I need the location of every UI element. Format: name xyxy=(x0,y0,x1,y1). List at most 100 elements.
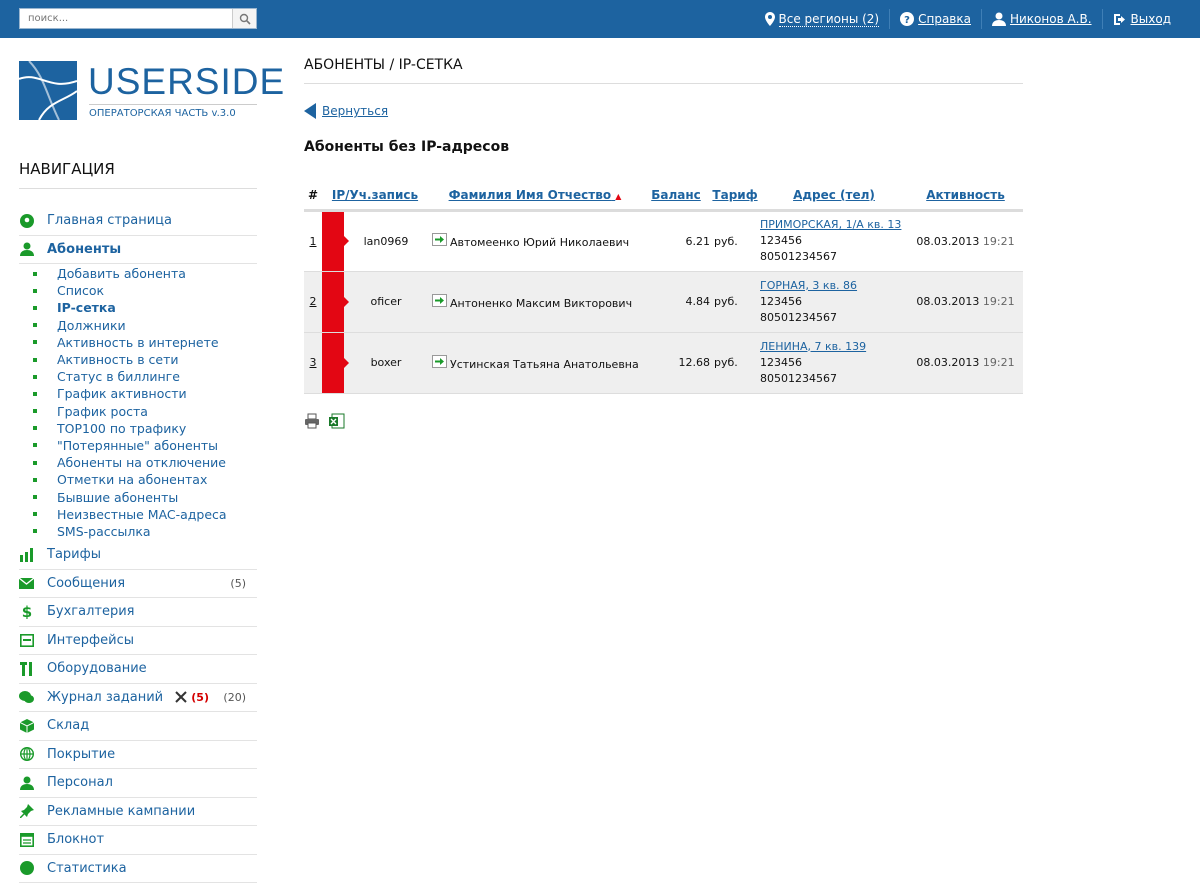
row-address-cell: ГОРНАЯ, 3 кв. 86 123456 80501234567 xyxy=(760,271,908,332)
row-phone: 80501234567 xyxy=(760,310,908,326)
sidebar-item-tasks[interactable]: Журнал заданий (5) (20) xyxy=(19,684,257,713)
regions-link[interactable]: Все регионы (2) xyxy=(755,9,890,29)
svg-text:$: $ xyxy=(21,604,31,619)
bar-chart-icon xyxy=(19,547,34,562)
tasks-count: (20) xyxy=(223,691,246,704)
submenu-item-list[interactable]: Список xyxy=(19,282,257,299)
sidebar-item-label: Сообщения xyxy=(47,576,125,591)
box-icon xyxy=(19,718,34,733)
print-icon[interactable] xyxy=(304,413,320,429)
help-link[interactable]: ? Справка xyxy=(889,9,981,29)
row-balance: 4.84 xyxy=(642,271,710,332)
open-card-icon[interactable] xyxy=(432,294,447,307)
help-label: Справка xyxy=(918,12,971,26)
regions-label: Все регионы (2) xyxy=(779,12,880,27)
back-arrow-icon xyxy=(304,103,316,119)
row-activity: 08.03.2013 19:21 xyxy=(908,271,1023,332)
row-name-cell: Автомеенко Юрий Николаевич xyxy=(428,210,642,271)
submenu-item-network-activity[interactable]: Активность в сети xyxy=(19,351,257,368)
bullet-icon xyxy=(33,306,37,310)
sidebar-item-home[interactable]: Главная страница xyxy=(19,207,257,236)
bullet-icon xyxy=(33,495,37,499)
logout-link[interactable]: Выход xyxy=(1102,9,1181,29)
bullet-icon xyxy=(33,323,37,327)
submenu-item-activity-graph[interactable]: График активности xyxy=(19,385,257,402)
sidebar-item-statistics[interactable]: Статистика xyxy=(19,855,257,883)
submenu-item-top100[interactable]: TOP100 по трафику xyxy=(19,420,257,437)
sidebar-item-warehouse[interactable]: Склад xyxy=(19,712,257,741)
window-icon xyxy=(19,633,34,648)
sidebar-item-subscribers[interactable]: Абоненты xyxy=(19,236,257,265)
sidebar-item-label: Главная страница xyxy=(47,213,172,228)
column-header-balance[interactable]: Баланс xyxy=(642,181,710,210)
sidebar-item-tariffs[interactable]: Тарифы xyxy=(19,541,257,570)
subscribers-submenu: Добавить абонента Список IP-сетка Должни… xyxy=(19,264,257,541)
subscribers-table: # IP/Уч.запись Фамилия Имя Отчество ▲ Ба… xyxy=(304,181,1023,394)
sidebar-item-accounting[interactable]: $ Бухгалтерия xyxy=(19,598,257,627)
row-name[interactable]: Автомеенко Юрий Николаевич xyxy=(450,236,629,249)
row-activity: 08.03.2013 19:21 xyxy=(908,210,1023,271)
sort-asc-icon: ▲ xyxy=(615,192,621,201)
column-header-activity[interactable]: Активность xyxy=(908,181,1023,210)
submenu-item-billing-status[interactable]: Статус в биллинге xyxy=(19,368,257,385)
search-button[interactable] xyxy=(232,9,256,28)
sidebar-item-label: Склад xyxy=(47,718,89,733)
search-input[interactable] xyxy=(20,9,230,28)
row-index-link[interactable]: 3 xyxy=(304,332,322,393)
help-icon: ? xyxy=(900,12,914,26)
submenu-item-growth-graph[interactable]: График роста xyxy=(19,403,257,420)
user-link[interactable]: Никонов А.В. xyxy=(981,9,1102,29)
row-address-link[interactable]: ПРИМОРСКАЯ, 1/А кв. 13 xyxy=(760,217,908,233)
submenu-item-marks[interactable]: Отметки на абонентах xyxy=(19,471,257,488)
bullet-icon xyxy=(33,340,37,344)
submenu-item-ip-grid[interactable]: IP-сетка xyxy=(19,299,257,316)
row-address-cell: ЛЕНИНА, 7 кв. 139 123456 80501234567 xyxy=(760,332,908,393)
open-card-icon[interactable] xyxy=(432,355,447,368)
sidebar-item-interfaces[interactable]: Интерфейсы xyxy=(19,627,257,656)
submenu-item-former[interactable]: Бывшие абоненты xyxy=(19,488,257,505)
column-header-login[interactable]: IP/Уч.запись xyxy=(322,181,428,210)
sidebar-item-notepad[interactable]: Блокнот xyxy=(19,826,257,855)
submenu-item-internet-activity[interactable]: Активность в интернете xyxy=(19,334,257,351)
sidebar-item-messages[interactable]: Сообщения (5) xyxy=(19,570,257,599)
export-tools xyxy=(304,413,354,429)
messages-count: (5) xyxy=(230,577,246,590)
submenu-item-unknown-mac[interactable]: Неизвестные MAC-адреса xyxy=(19,506,257,523)
nav-title: НАВИГАЦИЯ xyxy=(19,160,257,189)
row-address-cell: ПРИМОРСКАЯ, 1/А кв. 13 123456 8050123456… xyxy=(760,210,908,271)
excel-export-icon[interactable] xyxy=(329,413,345,429)
row-name[interactable]: Антоненко Максим Викторович xyxy=(450,297,632,310)
submenu-item-sms[interactable]: SMS-рассылка xyxy=(19,523,257,540)
row-name[interactable]: Устинская Татьяна Анатольевна xyxy=(450,358,639,371)
column-header-name[interactable]: Фамилия Имя Отчество ▲ xyxy=(428,181,642,210)
row-index-link[interactable]: 1 xyxy=(304,210,322,271)
sidebar-item-label: Блокнот xyxy=(47,832,104,847)
row-balance: 6.21 xyxy=(642,210,710,271)
submenu-item-add[interactable]: Добавить абонента xyxy=(19,265,257,282)
sidebar-item-staff[interactable]: Персонал xyxy=(19,769,257,798)
logo[interactable]: USERSIDE ОПЕРАТОРСКАЯ ЧАСТЬ v.3.0 xyxy=(19,61,257,121)
open-card-icon[interactable] xyxy=(432,233,447,246)
column-header-tariff[interactable]: Тариф xyxy=(710,181,760,210)
submenu-item-debtors[interactable]: Должники xyxy=(19,317,257,334)
bullet-icon xyxy=(33,529,37,533)
submenu-item-disconnect[interactable]: Абоненты на отключение xyxy=(19,454,257,471)
pie-icon xyxy=(19,861,34,876)
svg-text:?: ? xyxy=(904,15,910,26)
section-title: Абоненты без IP-адресов xyxy=(304,139,509,155)
tasks-badge[interactable]: (5) xyxy=(174,690,209,704)
sidebar-item-ads[interactable]: Рекламные кампании xyxy=(19,798,257,827)
envelope-icon xyxy=(19,576,34,591)
sidebar-item-equipment[interactable]: Оборудование xyxy=(19,655,257,684)
globe-icon xyxy=(19,747,34,762)
table-row: 3 boxer Устинская Татьяна Анатольевна 12… xyxy=(304,332,1023,393)
sidebar-item-coverage[interactable]: Покрытие xyxy=(19,741,257,770)
logo-word: USERSIDE xyxy=(88,61,285,103)
row-address-link[interactable]: ЛЕНИНА, 7 кв. 139 xyxy=(760,339,908,355)
bullet-icon xyxy=(33,409,37,413)
row-index-link[interactable]: 2 xyxy=(304,271,322,332)
back-link[interactable]: Вернуться xyxy=(304,103,388,119)
submenu-item-lost[interactable]: "Потерянные" абоненты xyxy=(19,437,257,454)
row-address-link[interactable]: ГОРНАЯ, 3 кв. 86 xyxy=(760,278,908,294)
column-header-address[interactable]: Адрес (тел) xyxy=(760,181,908,210)
